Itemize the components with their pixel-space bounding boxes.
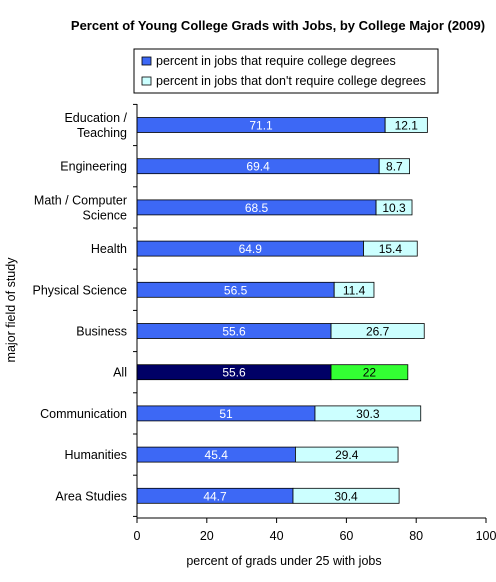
category-label: Health <box>91 242 127 256</box>
category-label: Humanities <box>64 448 127 462</box>
value-label-required: 44.7 <box>203 489 227 503</box>
value-label-required: 55.6 <box>222 366 246 380</box>
bar-not-required <box>384 117 428 133</box>
x-tick-label: 60 <box>339 529 353 543</box>
category-label: Area Studies <box>55 489 127 503</box>
legend-swatch-not-required <box>141 76 152 86</box>
y-axis-label: major field of study <box>4 257 18 363</box>
chart-title: Percent of Young College Grads with Jobs… <box>71 18 485 33</box>
category-label: All <box>113 366 127 380</box>
value-label-required: 51 <box>219 407 233 421</box>
x-axis: 0 20 40 60 80 100 <box>133 103 496 543</box>
value-label-not-required: 10.3 <box>382 201 406 215</box>
bar-not-required <box>292 487 400 504</box>
category-label: Physical Science <box>33 283 128 297</box>
bar-not-required <box>378 158 410 175</box>
bar-not-required <box>330 323 425 339</box>
legend-label-not-required: percent in jobs that don't require colle… <box>156 74 426 88</box>
legend-box <box>133 48 439 94</box>
value-label-required: 55.6 <box>222 325 246 339</box>
value-label-required: 71.1 <box>249 119 273 133</box>
legend-swatch-required <box>141 56 152 66</box>
legend-label-required: percent in jobs that require college deg… <box>156 54 396 68</box>
bars-group: 71.1 12.1 69.4 8.7 68.5 10.3 64.9 15.4 56.5 11.4 5… <box>136 117 428 504</box>
category-label: Engineering <box>60 160 127 174</box>
value-label-required: 69.4 <box>246 160 270 174</box>
x-tick-label: 20 <box>200 529 214 543</box>
value-label-not-required: 30.3 <box>356 407 380 421</box>
x-tick-label: 80 <box>409 529 423 543</box>
value-label-not-required: 15.4 <box>379 242 403 256</box>
x-tick-label: 40 <box>270 529 284 543</box>
legend: percent in jobs that require college deg… <box>133 48 439 94</box>
category-label: Education / Teaching <box>64 111 127 140</box>
value-label-not-required: 8.7 <box>386 160 403 174</box>
category-labels: Education / Teaching Engineering Math / Com… <box>33 111 128 503</box>
value-label-required: 56.5 <box>224 283 248 297</box>
value-label-not-required: 12.1 <box>395 119 419 133</box>
value-label-not-required: 29.4 <box>335 448 359 462</box>
value-label-not-required: 26.7 <box>366 325 390 339</box>
category-label: Communication <box>40 407 127 421</box>
value-label-required: 64.9 <box>239 242 263 256</box>
bar-not-required <box>330 364 409 381</box>
bar-not-required <box>295 446 399 463</box>
value-label-not-required: 30.4 <box>334 489 358 503</box>
value-label-required: 45.4 <box>205 448 229 462</box>
value-label-not-required: 22 <box>363 366 377 380</box>
x-tick-label: 100 <box>476 529 496 543</box>
x-axis-label: percent of grads under 25 with jobs <box>186 554 381 568</box>
value-label-required: 68.5 <box>245 201 269 215</box>
bar-not-required <box>333 281 375 298</box>
category-label: Math / Computer Science <box>34 193 127 222</box>
bar-not-required <box>375 199 413 216</box>
bar-not-required <box>363 240 418 257</box>
bar-not-required <box>314 405 422 422</box>
x-tick-label: 0 <box>134 529 141 543</box>
category-label: Business <box>76 325 127 339</box>
value-label-not-required: 11.4 <box>343 283 366 297</box>
